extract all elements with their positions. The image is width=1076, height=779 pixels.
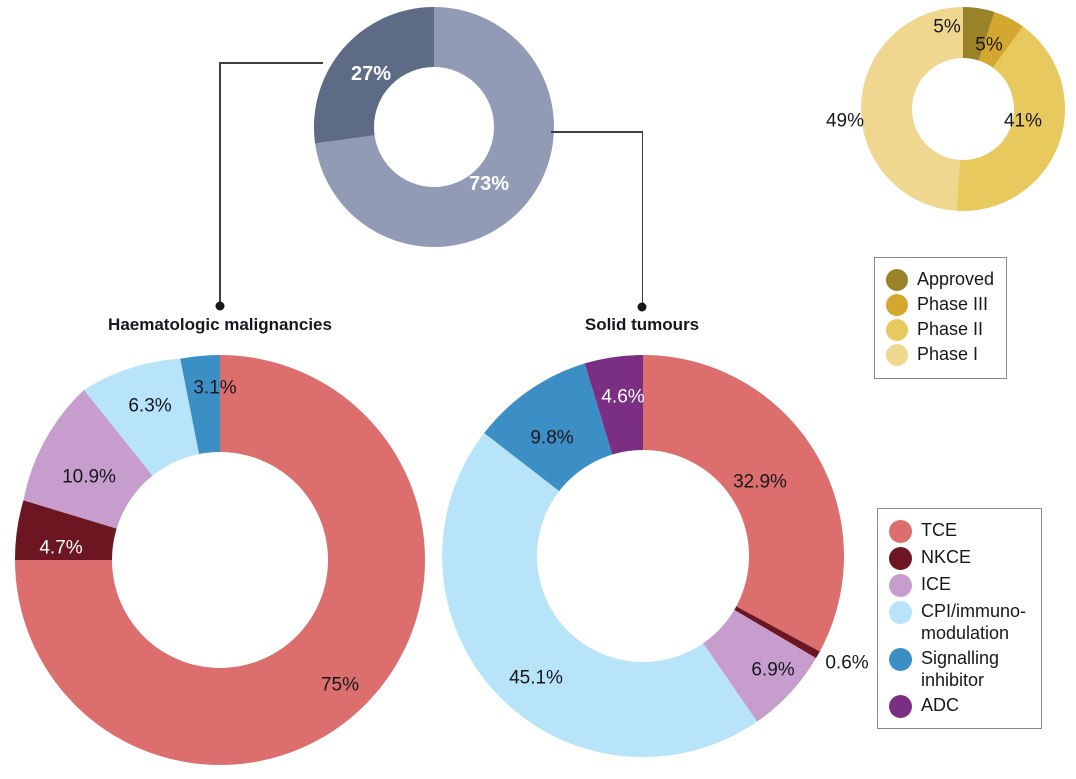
legend-swatch-phase-ii: [886, 319, 908, 341]
legend-label-tce: TCE: [921, 520, 957, 540]
legend-label-phase-iii: Phase III: [917, 294, 989, 314]
legend-label-approved: Approved: [917, 269, 995, 289]
legend-swatch-cpi: [889, 601, 912, 624]
haem-donut-hole: [112, 452, 328, 668]
solid-tumours-donut: 32.9% 0.6% 6.9% 45.1% 9.8% 4.6%: [437, 350, 869, 762]
legend-swatch-ice: [889, 574, 912, 597]
leader-line-haematologic-horizontal: [219, 62, 323, 64]
legend-label-cpi: CPI/immuno- modulation: [921, 601, 1027, 643]
leader-line-solid-horizontal: [551, 131, 643, 133]
legend-item-cpi[interactable]: CPI/immuno- modulation: [889, 600, 1029, 644]
legend-swatch-nkce: [889, 547, 912, 570]
legend-item-approved[interactable]: Approved: [886, 268, 994, 291]
legend-label-nkce: NKCE: [921, 547, 972, 567]
indication-split-donut: 73% 27%: [309, 2, 559, 252]
legend-swatch-signalling: [889, 648, 912, 671]
legend-label-ice: ICE: [921, 574, 952, 594]
legend-label-signalling: Signalling inhibitor: [921, 648, 1000, 690]
legend-swatch-approved: [886, 269, 908, 291]
split-donut-hole: [374, 67, 494, 187]
legend-item-ice[interactable]: ICE: [889, 573, 1029, 597]
legend-item-tce[interactable]: TCE: [889, 519, 1029, 543]
legend-item-phase-i[interactable]: Phase I: [886, 343, 994, 366]
leader-dot-haematologic: [215, 301, 225, 311]
development-phase-donut: 5% 5% 41% 49%: [826, 3, 1069, 215]
legend-swatch-tce: [889, 520, 912, 543]
legend-item-nkce[interactable]: NKCE: [889, 546, 1029, 570]
solid-donut-hole: [537, 450, 749, 662]
leader-line-haematologic-vertical: [219, 62, 221, 306]
legend-swatch-phase-i: [886, 344, 908, 366]
leader-dot-solid: [637, 302, 647, 312]
phase-slice-phase-i[interactable]: [860, 6, 963, 211]
legend-item-phase-iii[interactable]: Phase III: [886, 293, 994, 316]
legend-swatch-adc: [889, 695, 912, 718]
legend-label-phase-ii: Phase II: [917, 319, 984, 339]
haematologic-malignancies-donut: 75% 4.7% 10.9% 6.3% 3.1%: [10, 350, 430, 770]
phase-donut-hole: [912, 58, 1014, 160]
modality-legend: TCE NKCE ICE CPI/immuno- modulation Sign…: [877, 508, 1042, 729]
legend-item-phase-ii[interactable]: Phase II: [886, 318, 994, 341]
legend-item-adc[interactable]: ADC: [889, 694, 1029, 718]
legend-swatch-phase-iii: [886, 294, 908, 316]
haematologic-chart-title: Haematologic malignancies: [108, 315, 332, 334]
legend-item-signalling[interactable]: Signalling inhibitor: [889, 647, 1029, 691]
phase-legend: Approved Phase III Phase II Phase I: [874, 257, 1007, 379]
leader-line-solid-vertical: [641, 131, 644, 307]
legend-label-adc: ADC: [921, 695, 960, 715]
solid-tumours-chart-title: Solid tumours: [584, 315, 700, 334]
legend-label-phase-i: Phase I: [917, 344, 979, 364]
